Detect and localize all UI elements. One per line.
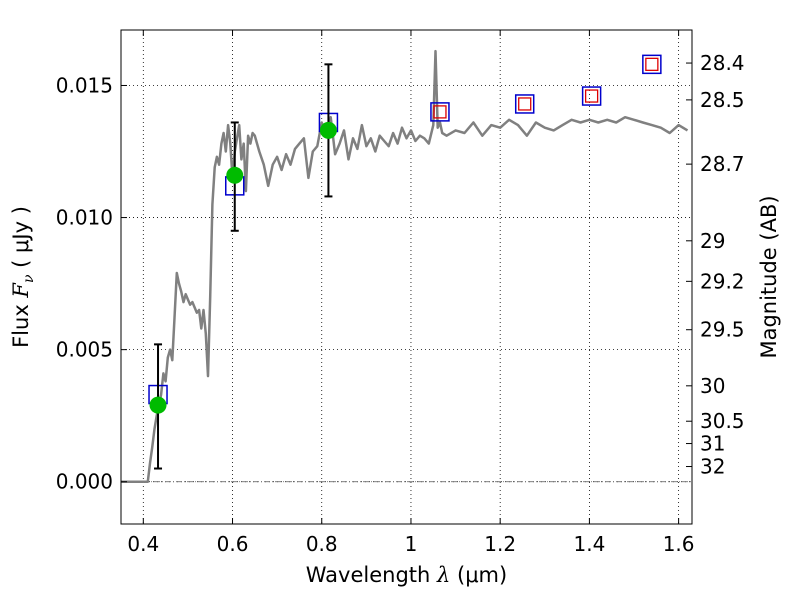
x-axis-label: Wavelength λ (μm) xyxy=(306,563,507,587)
x-tick-label: 0.8 xyxy=(306,532,338,556)
model-flux-square xyxy=(581,86,602,106)
mag-tick-label: 28.7 xyxy=(700,152,745,176)
y-tick-label: 0.010 xyxy=(56,206,113,230)
x-tick-label: 1.6 xyxy=(663,532,695,556)
x-tick-label: 1 xyxy=(405,532,418,556)
model-flux-square xyxy=(642,54,662,75)
upper-limit-square xyxy=(645,57,659,71)
x-axis-ticks: 0.4 0.6 0.8 1 1.2 1.4 1.6 xyxy=(127,30,695,556)
upper-limit-square xyxy=(518,97,532,111)
mag-tick-label: 29 xyxy=(700,229,725,253)
sed-curve xyxy=(121,49,689,483)
observed-flux-point xyxy=(149,396,167,414)
mag-tick-label: 28.5 xyxy=(700,88,745,112)
grid-lines xyxy=(121,30,692,524)
observed-flux-point xyxy=(319,121,337,139)
mag-tick-label: 30.5 xyxy=(700,409,745,433)
mag-tick-label: 29.2 xyxy=(700,269,745,293)
plot-frame xyxy=(120,29,693,525)
y-tick-label: 0.000 xyxy=(56,470,113,494)
observed-flux-point xyxy=(226,166,244,184)
upper-limit-square xyxy=(584,89,599,103)
y-tick-label: 0.005 xyxy=(56,338,113,362)
mag-tick-label: 28.4 xyxy=(700,51,745,75)
magnitude-axis-label: Magnitude (AB) xyxy=(757,195,781,358)
x-tick-label: 0.4 xyxy=(127,532,159,556)
y-axis-label: Flux Fν ( μJy ) xyxy=(9,206,37,348)
upper-limit-square xyxy=(433,105,447,119)
x-tick-label: 0.6 xyxy=(217,532,249,556)
y-tick-label: 0.015 xyxy=(56,73,113,97)
model-flux-square xyxy=(430,102,450,122)
x-tick-label: 1.2 xyxy=(484,532,516,556)
mag-tick-label: 32 xyxy=(700,455,725,479)
x-tick-label: 1.4 xyxy=(573,532,605,556)
mag-tick-label: 30 xyxy=(700,374,725,398)
mag-tick-label: 31 xyxy=(700,432,725,456)
model-flux-square xyxy=(514,94,535,114)
y-axis-ticks: 0.000 0.005 0.010 0.015 xyxy=(56,73,127,494)
model-sed-line xyxy=(121,49,689,483)
photometry-markers xyxy=(148,54,662,470)
mag-tick-label: 29.5 xyxy=(700,318,745,342)
